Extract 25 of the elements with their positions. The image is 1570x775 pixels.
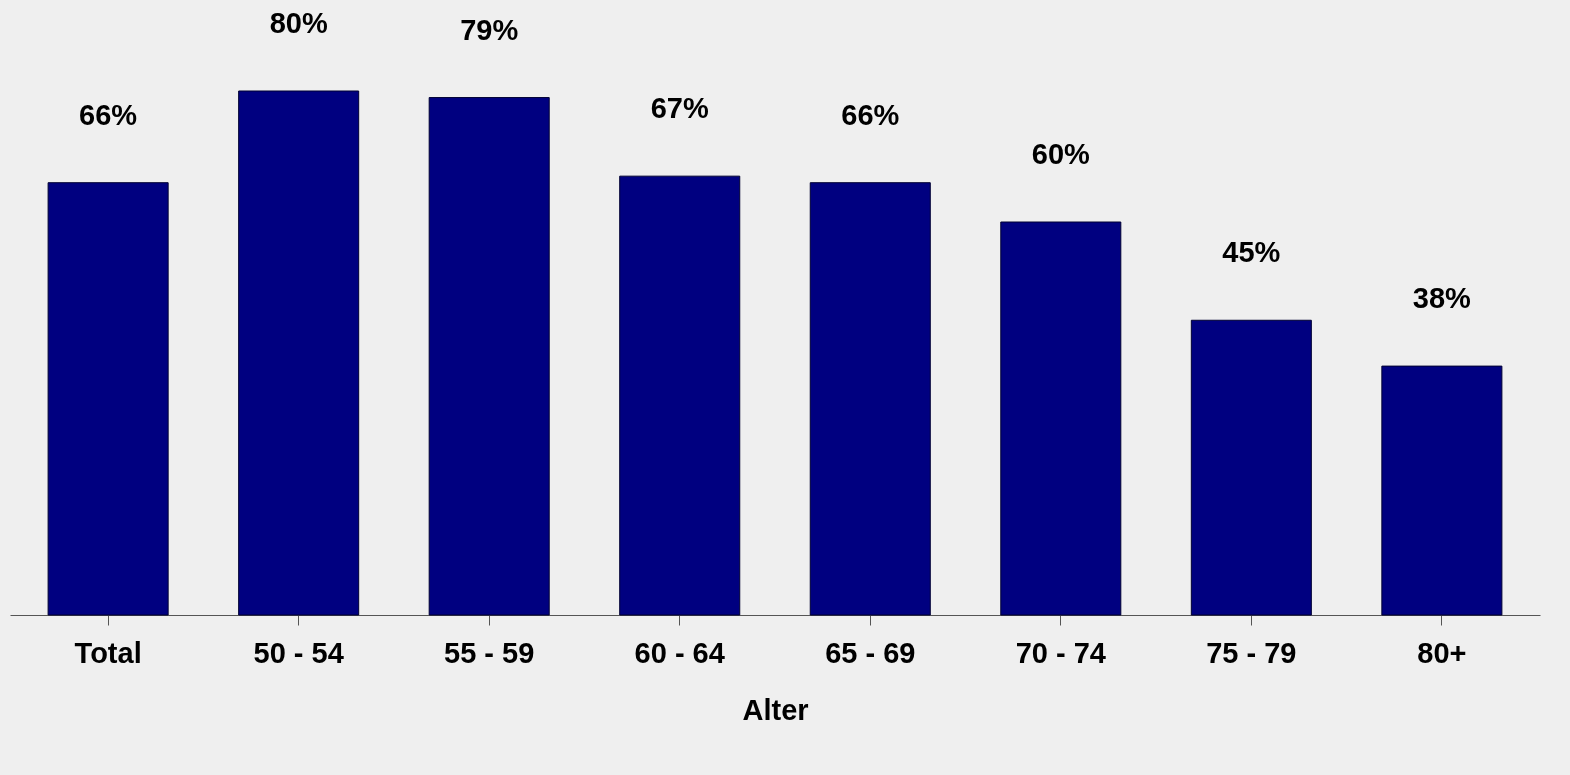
bar — [47, 182, 169, 616]
bar — [809, 182, 931, 616]
data-label: 38% — [1412, 282, 1472, 315]
x-tick-label: 75 - 79 — [1206, 636, 1297, 669]
x-tick-label: 50 - 54 — [253, 636, 344, 669]
x-tick-label: 80+ — [1417, 636, 1467, 669]
x-tick-label: Total — [74, 636, 142, 669]
data-label: 60% — [1031, 138, 1091, 170]
bar — [1190, 319, 1312, 616]
x-tick-label: 70 - 74 — [1015, 636, 1106, 669]
data-label: 66% — [841, 98, 900, 131]
x-tick-label: 60 - 64 — [634, 636, 725, 669]
x-axis-title: Alter — [742, 693, 809, 726]
bar — [619, 175, 741, 616]
bar — [238, 90, 360, 616]
data-label: 67% — [650, 92, 709, 125]
data-label: 80% — [269, 7, 328, 39]
data-label: 66% — [79, 98, 138, 131]
x-tick-label: 55 - 59 — [444, 636, 535, 669]
bar — [1381, 365, 1503, 616]
data-label: 79% — [460, 13, 519, 46]
bar — [428, 97, 550, 616]
bar — [1000, 221, 1122, 616]
x-tick-label: 65 - 69 — [825, 636, 916, 669]
data-label: 45% — [1222, 236, 1281, 269]
